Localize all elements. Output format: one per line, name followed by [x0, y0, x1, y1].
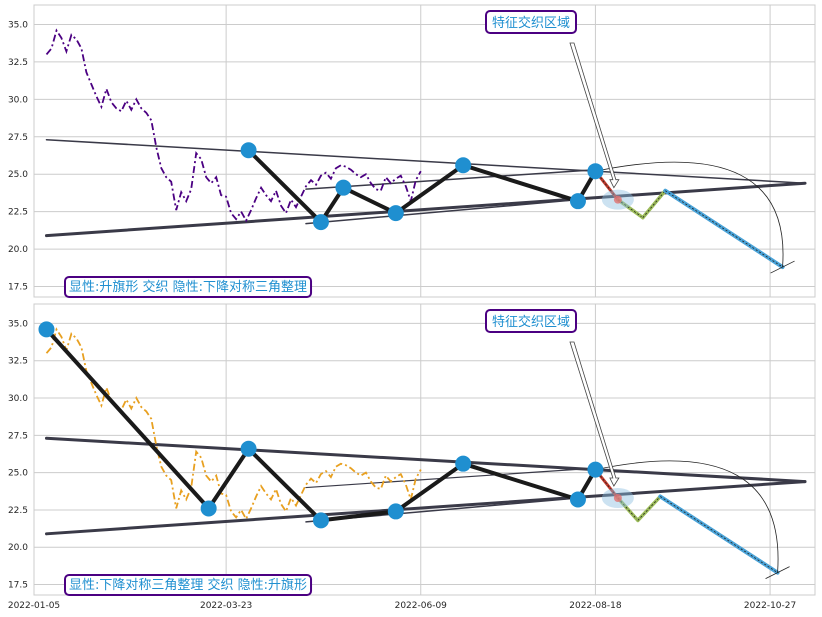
- y-tick-label: 25.0: [8, 170, 28, 180]
- annotation-text-top: 特征交织区域: [492, 15, 570, 31]
- y-tick-label: 17.5: [8, 581, 28, 591]
- projection-dash: [660, 496, 778, 573]
- pivot-marker: [335, 179, 352, 196]
- y-tick-label: 30.0: [8, 95, 28, 105]
- pivot-marker: [200, 500, 217, 517]
- projection-dash: [617, 199, 644, 218]
- annotation-box-bottom: [64, 276, 313, 298]
- pivot-marker: [569, 491, 586, 508]
- projection-dash: [637, 496, 661, 521]
- y-tick-label: 20.0: [8, 543, 28, 553]
- trendline: [44, 480, 807, 536]
- highlight-point: [613, 494, 622, 502]
- annotation-text-bottom: 显性:下降对称三角整理 交织 隐性:升旗形: [69, 577, 307, 593]
- y-tick-label: 17.5: [8, 283, 28, 293]
- y-tick-label: 35.0: [8, 20, 28, 30]
- y-tick-label: 32.5: [8, 58, 28, 68]
- pivot-marker: [312, 214, 329, 231]
- pivot-marker: [387, 205, 404, 222]
- pivot-marker: [587, 461, 604, 478]
- plot-area: [33, 4, 816, 298]
- plot-area: [33, 303, 816, 596]
- pivot-marker: [240, 142, 257, 159]
- y-tick-label: 30.0: [8, 394, 28, 404]
- annotation-arrow: [569, 42, 620, 189]
- trendline: [45, 139, 806, 184]
- projection-dash: [665, 190, 783, 268]
- annotation-text-top: 特征交织区域: [492, 314, 570, 330]
- pivot-marker: [387, 503, 404, 520]
- pivot-marker: [569, 193, 586, 210]
- y-tick-label: 25.0: [8, 469, 28, 479]
- y-tick-label: 22.5: [8, 208, 28, 218]
- y-tick-label: 35.0: [8, 319, 28, 329]
- annotation-arrow: [569, 341, 620, 487]
- panel-bottom: 17.5 20.0 22.5 25.0 27.5 30.0 32.5 35.0 特征交织区域显性…: [8, 303, 816, 611]
- trendline: [305, 467, 597, 489]
- y-tick-label: 27.5: [8, 431, 28, 441]
- x-tick-label: 2022-03-23: [200, 601, 252, 611]
- projection-dash: [617, 497, 639, 521]
- x-tick-label: 2022-10-27: [744, 601, 796, 611]
- x-tick-label: 2022-06-09: [395, 601, 448, 611]
- price-line: [45, 327, 422, 521]
- y-tick-label: 20.0: [8, 245, 28, 255]
- projection-arc: [595, 460, 779, 573]
- trendline: [305, 198, 579, 225]
- arc-end-mark: [770, 260, 795, 274]
- pivot-marker: [240, 440, 257, 457]
- pivot-marker: [455, 157, 472, 174]
- arc-end-mark: [765, 566, 790, 579]
- annotation-box-bottom: [64, 574, 313, 596]
- annotation-text-bottom: 显性:升旗形 交织 隐性:下降对称三角整理: [69, 279, 307, 295]
- trendline: [44, 436, 807, 484]
- pivot-marker: [455, 455, 472, 472]
- y-tick-label: 22.5: [8, 506, 28, 516]
- annotation-box-top: [485, 10, 577, 34]
- y-tick-label: 27.5: [8, 133, 28, 143]
- pivot-zigzag: [45, 328, 598, 523]
- projection-dash: [642, 190, 666, 218]
- pivot-marker: [38, 321, 55, 338]
- pivot-marker: [312, 512, 329, 529]
- y-tick-label: 32.5: [8, 357, 28, 367]
- trendline: [305, 168, 597, 190]
- price-line: [45, 28, 422, 223]
- x-tick-label: 2022-08-18: [569, 601, 622, 611]
- highlight-point: [613, 195, 622, 204]
- x-tick-label: 2022-01-05: [8, 601, 60, 611]
- projection-arc: [595, 161, 784, 268]
- annotation-box-top: [485, 309, 577, 333]
- pivot-marker: [587, 163, 604, 180]
- trendline: [44, 181, 807, 238]
- panel-top: 17.5 20.0 22.5 25.0 27.5 30.0 32.5 35.0 特征交织区域显性…: [8, 4, 816, 298]
